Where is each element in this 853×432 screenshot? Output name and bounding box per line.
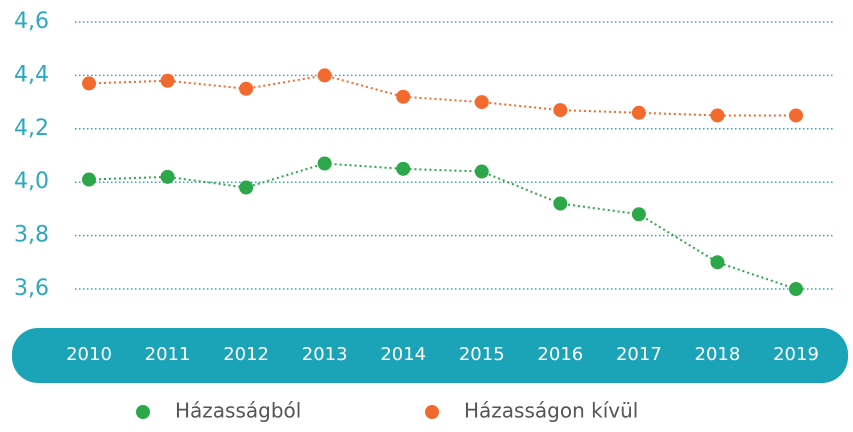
data-point — [82, 76, 96, 91]
x-tick-label: 2013 — [302, 344, 348, 365]
data-point — [317, 156, 332, 171]
y-tick-label: 4,0 — [14, 169, 49, 194]
data-point — [474, 164, 489, 179]
data-point — [82, 172, 96, 187]
data-point — [631, 105, 646, 120]
x-tick-label: 2014 — [380, 344, 426, 365]
data-point — [396, 161, 411, 176]
data-point — [710, 108, 725, 123]
y-tick-label: 3,6 — [14, 276, 49, 301]
data-point — [160, 169, 175, 184]
x-tick-label: 2011 — [145, 344, 191, 365]
y-tick-label: 4,6 — [14, 9, 49, 34]
data-point — [317, 68, 332, 83]
series-line — [88, 74, 796, 117]
legend-marker — [136, 405, 150, 419]
x-tick-label: 2015 — [459, 344, 505, 365]
y-tick-label: 4,4 — [14, 62, 49, 87]
y-tick-label: 4,2 — [14, 116, 49, 141]
x-axis-band — [12, 328, 848, 383]
data-point — [239, 81, 254, 96]
x-tick-label: 2017 — [616, 344, 662, 365]
legend-marker — [425, 405, 439, 419]
x-tick-label: 2019 — [773, 344, 819, 365]
y-tick-label: 3,8 — [14, 223, 49, 248]
data-point — [396, 89, 411, 104]
data-point — [239, 180, 254, 195]
legend-label: Házasságból — [175, 399, 301, 423]
data-point — [553, 103, 568, 118]
data-point — [160, 73, 175, 88]
data-point — [789, 108, 803, 123]
data-point — [710, 255, 725, 270]
x-tick-label: 2010 — [66, 344, 112, 365]
data-point — [789, 282, 803, 296]
x-tick-label: 2016 — [537, 344, 583, 365]
x-tick-label: 2012 — [223, 344, 269, 365]
data-point — [631, 207, 646, 222]
data-point — [553, 196, 568, 211]
legend-label: Házasságon kívül — [464, 399, 638, 423]
data-point — [474, 95, 489, 110]
x-tick-label: 2018 — [695, 344, 741, 365]
